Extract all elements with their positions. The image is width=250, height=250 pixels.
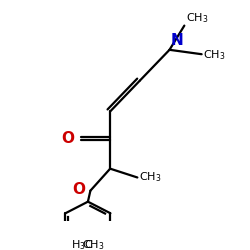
Text: CH$_3$: CH$_3$ — [82, 238, 104, 250]
Text: H$_3$C: H$_3$C — [71, 238, 94, 250]
Text: CH$_3$: CH$_3$ — [186, 11, 208, 24]
Text: O: O — [61, 132, 74, 146]
Text: CH$_3$: CH$_3$ — [203, 48, 225, 62]
Text: CH$_3$: CH$_3$ — [139, 170, 162, 184]
Text: N: N — [171, 33, 183, 48]
Text: O: O — [72, 182, 86, 197]
